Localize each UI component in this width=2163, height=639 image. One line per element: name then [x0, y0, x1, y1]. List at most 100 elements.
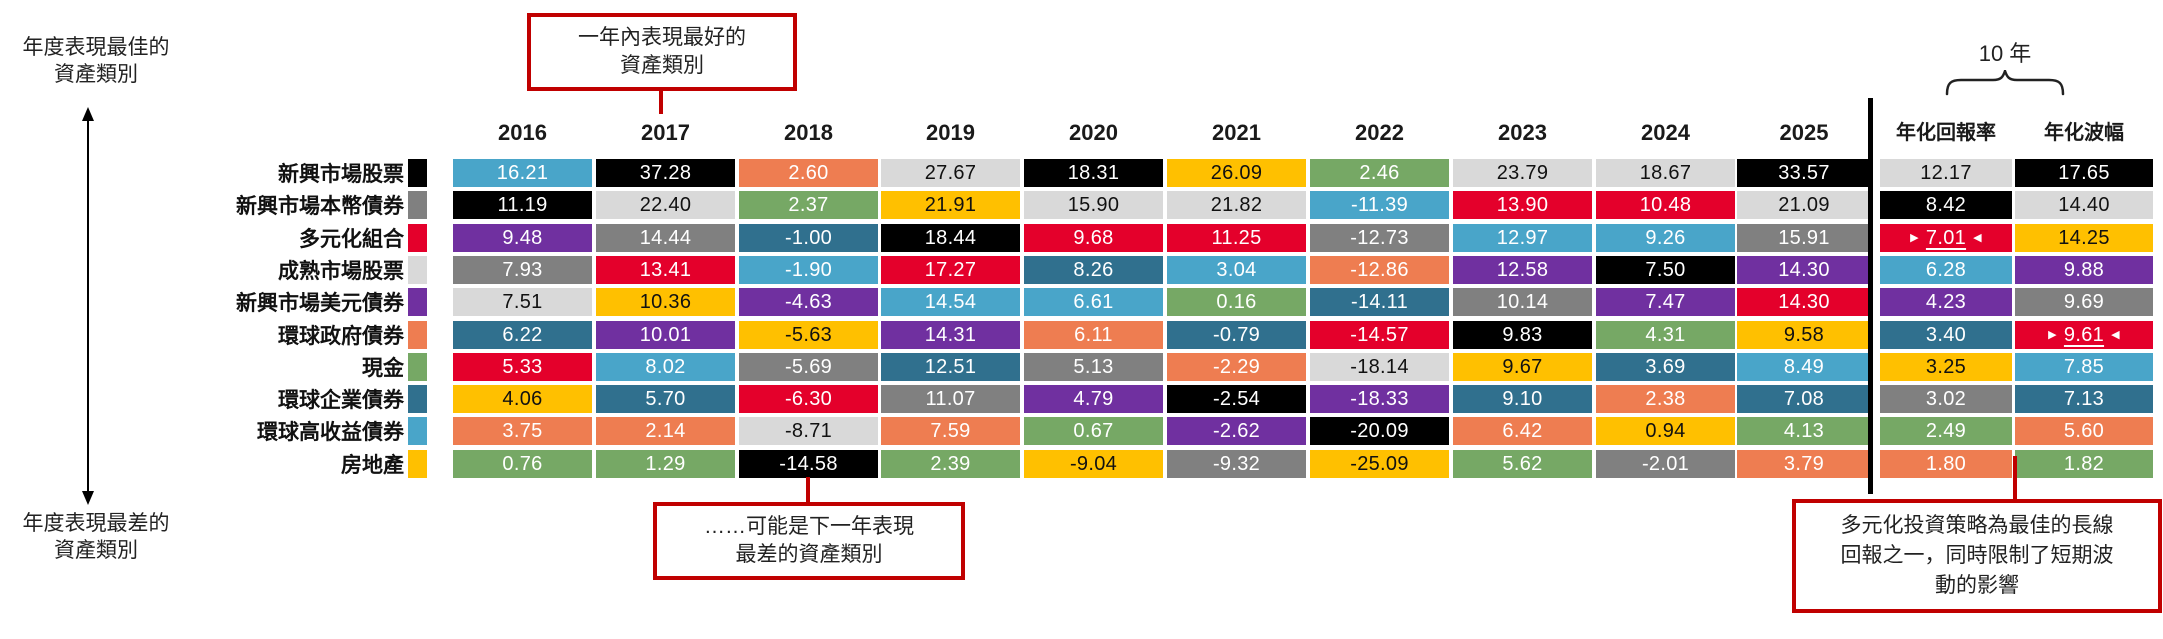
- cell-2018-rank10-em_equity: -14.58: [739, 450, 878, 478]
- cell-2017-rank3-em_local_debt: 14.44: [596, 224, 735, 252]
- cell-2017-rank6-em_usd_debt: 10.01: [596, 321, 735, 349]
- cell-2017-rank8-global_corp_bonds: 5.70: [596, 385, 735, 413]
- cell-2022-rank9-em_equity: -20.09: [1310, 417, 1449, 445]
- callout-worst-line2: 最差的資產類別: [735, 543, 883, 566]
- cell-2016-rank8-real_estate: 4.06: [453, 385, 592, 413]
- legend-chip-global_govt_bonds: [408, 321, 427, 349]
- cell-2019-rank1-dm_equity: 27.67: [881, 159, 1020, 187]
- cell-年化回報率-rank2-em_equity: 8.42: [1880, 191, 2012, 219]
- cell-2021-rank3-diversified: 11.25: [1167, 224, 1306, 252]
- axis-worst-line2: 資產類別: [54, 539, 138, 562]
- cell-2019-rank2-real_estate: 21.91: [881, 191, 1020, 219]
- legend-label-global_corp_bonds: 環球企業債券: [278, 389, 404, 412]
- cell-2020-rank9-cash: 0.67: [1024, 417, 1163, 445]
- cell-2020-rank6-global_govt_bonds: 6.11: [1024, 321, 1163, 349]
- cell-2022-rank10-real_estate: -25.09: [1310, 450, 1449, 478]
- column-header-2016: 2016: [498, 120, 547, 145]
- cell-2018-rank2-cash: 2.37: [739, 191, 878, 219]
- cell-2020-rank7-em_local_debt: 5.13: [1024, 353, 1163, 381]
- axis-best-line1: 年度表現最佳的: [22, 36, 170, 59]
- cell-2023-rank1-dm_equity: 23.79: [1453, 159, 1592, 187]
- highlight-right-arrow-icon: ◀: [2111, 328, 2120, 341]
- cell-2022-rank4-global_govt_bonds: -12.86: [1310, 256, 1449, 284]
- cell-2023-rank10-cash: 5.62: [1453, 450, 1592, 478]
- cell-2018-rank6-real_estate: -5.63: [739, 321, 878, 349]
- cell-2024-rank9-real_estate: 0.94: [1596, 417, 1735, 445]
- cell-2018-rank4-global_high_yield: -1.90: [739, 256, 878, 284]
- cell-年化回報率-rank4-global_high_yield: 6.28: [1880, 256, 2012, 284]
- cell-2019-rank8-em_local_debt: 11.07: [881, 385, 1020, 413]
- cell-年化波幅-rank3-real_estate: 14.25: [2015, 224, 2153, 252]
- cell-2025-rank3-em_local_debt: 15.91: [1737, 224, 1871, 252]
- cell-2020-rank2-dm_equity: 15.90: [1024, 191, 1163, 219]
- cell-2021-rank1-real_estate: 26.09: [1167, 159, 1306, 187]
- legend-chip-real_estate: [408, 450, 427, 478]
- cell-2025-rank6-real_estate: 9.58: [1737, 321, 1871, 349]
- highlighted-value: 7.01: [1925, 226, 1967, 249]
- cell-年化回報率-rank7-real_estate: 3.25: [1880, 353, 2012, 381]
- legend-label-global_high_yield: 環球高收益債券: [257, 421, 404, 444]
- cell-2019-rank9-global_govt_bonds: 7.59: [881, 417, 1020, 445]
- cell-2016-rank3-em_usd_debt: 9.48: [453, 224, 592, 252]
- cell-2022-rank7-dm_equity: -18.14: [1310, 353, 1449, 381]
- cell-2019-rank4-diversified: 17.27: [881, 256, 1020, 284]
- callout-best-connector: [659, 90, 663, 114]
- cell-2017-rank2-dm_equity: 22.40: [596, 191, 735, 219]
- legend-label-em_equity: 新興市場股票: [278, 163, 404, 186]
- axis-best-label: 年度表現最佳的 資產類別: [4, 34, 188, 88]
- legend-label-global_govt_bonds: 環球政府債券: [278, 325, 404, 348]
- cell-年化回報率-rank10-global_govt_bonds: 1.80: [1880, 450, 2012, 478]
- cell-2022-rank8-em_usd_debt: -18.33: [1310, 385, 1449, 413]
- cell-2021-rank9-em_usd_debt: -2.62: [1167, 417, 1306, 445]
- column-header-2017: 2017: [641, 120, 690, 145]
- cell-2024-rank7-global_corp_bonds: 3.69: [1596, 353, 1735, 381]
- cell-2018-rank9-dm_equity: -8.71: [739, 417, 878, 445]
- cell-2023-rank4-em_usd_debt: 12.58: [1453, 256, 1592, 284]
- callout-div-line3: 動的影響: [1935, 574, 2019, 597]
- cell-2021-rank10-em_local_debt: -9.32: [1167, 450, 1306, 478]
- legend-label-real_estate: 房地產: [341, 454, 404, 477]
- cell-2024-rank10-em_local_debt: -2.01: [1596, 450, 1735, 478]
- cell-2017-rank10-cash: 1.29: [596, 450, 735, 478]
- cell-2018-rank3-global_corp_bonds: -1.00: [739, 224, 878, 252]
- column-header-年化波幅: 年化波幅: [2044, 122, 2124, 144]
- column-header-2024: 2024: [1641, 120, 1690, 145]
- cell-年化波幅-rank2-dm_equity: 14.40: [2015, 191, 2153, 219]
- legend-label-cash: 現金: [362, 357, 404, 380]
- cell-2021-rank6-global_corp_bonds: -0.79: [1167, 321, 1306, 349]
- cell-2019-rank10-cash: 2.39: [881, 450, 1020, 478]
- highlight-left-arrow-icon: ▶: [2048, 328, 2057, 341]
- cell-2018-rank7-em_local_debt: -5.69: [739, 353, 878, 381]
- cell-2025-rank5-diversified: 14.30: [1737, 288, 1871, 316]
- legend-label-dm_equity: 成熟市場股票: [278, 260, 404, 283]
- cell-2018-rank1-global_govt_bonds: 2.60: [739, 159, 878, 187]
- cell-2021-rank4-global_high_yield: 3.04: [1167, 256, 1306, 284]
- column-header-2019: 2019: [926, 120, 975, 145]
- cell-2025-rank8-global_corp_bonds: 7.08: [1737, 385, 1871, 413]
- cell-年化回報率-rank8-em_local_debt: 3.02: [1880, 385, 2012, 413]
- cell-2020-rank10-real_estate: -9.04: [1024, 450, 1163, 478]
- cell-2019-rank3-em_equity: 18.44: [881, 224, 1020, 252]
- cell-2024-rank4-em_equity: 7.50: [1596, 256, 1735, 284]
- cell-2020-rank3-diversified: 9.68: [1024, 224, 1163, 252]
- legend-label-em_local_debt: 新興市場本幣債券: [236, 195, 404, 218]
- cell-2016-rank1-global_high_yield: 16.21: [453, 159, 592, 187]
- callout-diversification-connector: [2013, 456, 2017, 501]
- highlighted-value: 9.61: [2063, 323, 2105, 346]
- ten-year-label: 10 年: [1978, 41, 2032, 66]
- cell-2019-rank7-global_corp_bonds: 12.51: [881, 353, 1020, 381]
- cell-2017-rank4-diversified: 13.41: [596, 256, 735, 284]
- column-header-2021: 2021: [1212, 120, 1261, 145]
- cell-年化波幅-rank6-diversified: ▶ 9.61 ◀: [2015, 321, 2153, 349]
- cell-2021-rank5-cash: 0.16: [1167, 288, 1306, 316]
- column-header-年化回報率: 年化回報率: [1896, 122, 1996, 144]
- highlight-left-arrow-icon: ▶: [1910, 231, 1919, 244]
- cell-2019-rank5-global_high_yield: 14.54: [881, 288, 1020, 316]
- cell-2016-rank2-em_equity: 11.19: [453, 191, 592, 219]
- cell-2018-rank8-diversified: -6.30: [739, 385, 878, 413]
- ten-year-separator-line: [1868, 98, 1873, 494]
- cell-2023-rank2-diversified: 13.90: [1453, 191, 1592, 219]
- column-header-2023: 2023: [1498, 120, 1547, 145]
- legend-chip-global_corp_bonds: [408, 385, 427, 413]
